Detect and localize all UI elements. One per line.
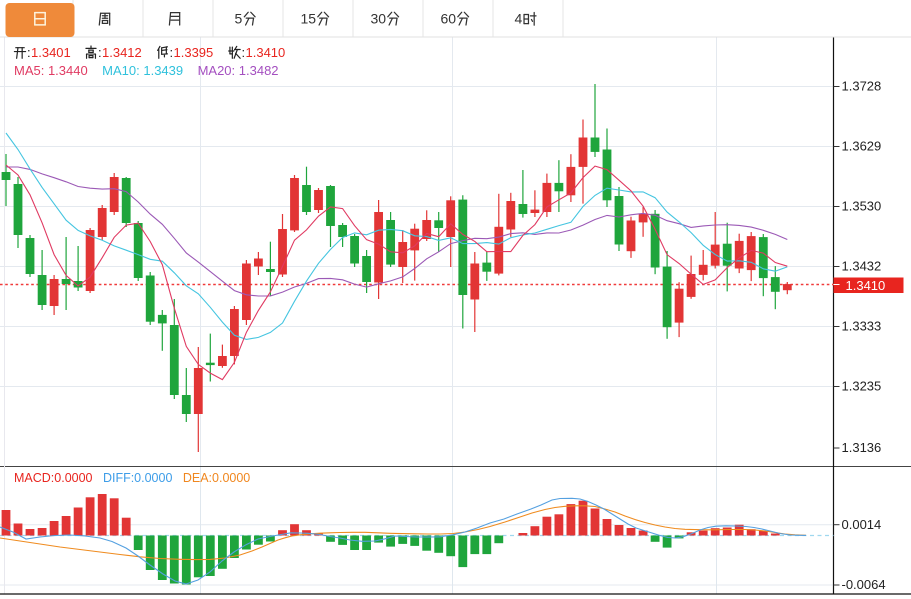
- svg-text:1.3629: 1.3629: [842, 139, 882, 154]
- svg-text:1.3412: 1.3412: [102, 45, 142, 60]
- svg-text::: :: [98, 45, 102, 60]
- svg-text:0.0014: 0.0014: [842, 517, 882, 532]
- svg-text:1.3410: 1.3410: [846, 278, 886, 293]
- svg-text:-0.0064: -0.0064: [842, 577, 886, 592]
- svg-text:30: 30: [371, 11, 387, 27]
- svg-text:60: 60: [441, 11, 457, 27]
- svg-text:1.3333: 1.3333: [842, 319, 882, 334]
- svg-text:1.3728: 1.3728: [842, 79, 882, 94]
- svg-text:1.3235: 1.3235: [842, 379, 882, 394]
- svg-text:4: 4: [515, 11, 523, 27]
- svg-text::: :: [242, 45, 246, 60]
- svg-text:5: 5: [235, 11, 243, 27]
- svg-text:1.3410: 1.3410: [246, 45, 286, 60]
- svg-text::: :: [170, 45, 174, 60]
- svg-text:1.3432: 1.3432: [842, 259, 882, 274]
- svg-text:1.3401: 1.3401: [31, 45, 71, 60]
- svg-text:1.3530: 1.3530: [842, 199, 882, 214]
- svg-text::: :: [27, 45, 31, 60]
- svg-text:1.3136: 1.3136: [842, 440, 882, 455]
- svg-text:1.3395: 1.3395: [174, 45, 214, 60]
- svg-text:15: 15: [301, 11, 317, 27]
